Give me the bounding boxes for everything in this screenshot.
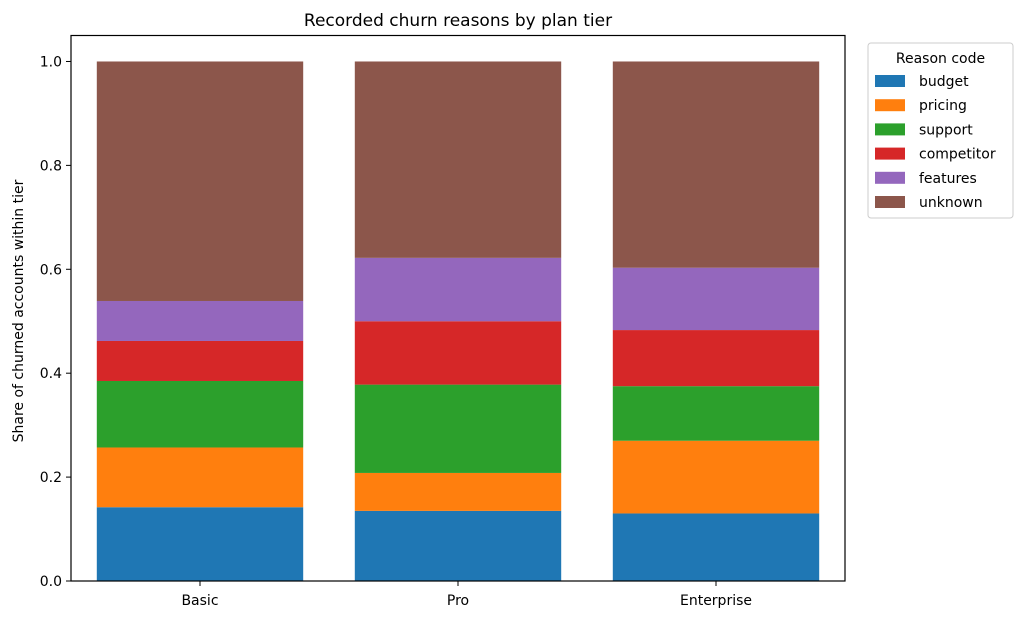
legend-swatch-features (875, 171, 905, 184)
bar-segment-basic-pricing (96, 447, 304, 508)
bar-segment-pro-support (354, 384, 562, 473)
bar-segment-enterprise-features (612, 267, 820, 331)
bar-segment-enterprise-budget (612, 513, 820, 581)
y-tick-label: 0.4 (40, 366, 62, 382)
legend-label-competitor: competitor (919, 147, 996, 163)
legend-label-unknown: unknown (919, 195, 983, 211)
legend-title: Reason code (896, 51, 985, 67)
bar-segment-enterprise-competitor (612, 330, 820, 387)
legend: Reason code budget pricing support competito… (867, 42, 1014, 219)
ticks-layer: Basic Pro Enterprise 0.0 0.2 0.4 0.6 0.8 1.0 (40, 54, 752, 609)
legend-label-budget: budget (919, 74, 969, 90)
bar-segment-pro-competitor (354, 321, 562, 385)
legend-label-features: features (919, 171, 977, 187)
legend-label-pricing: pricing (919, 98, 967, 114)
y-tick-label: 0.8 (40, 158, 62, 174)
bar-segment-pro-pricing (354, 472, 562, 511)
x-tick-label: Enterprise (680, 593, 752, 609)
bar-segment-pro-unknown (354, 61, 562, 258)
chart-title: Recorded churn reasons by plan tier (304, 11, 612, 31)
bar-segment-enterprise-unknown (612, 61, 820, 268)
bar-segment-enterprise-pricing (612, 440, 820, 514)
x-tick-label: Basic (181, 593, 218, 609)
bar-segment-basic-features (96, 300, 304, 341)
bar-segment-basic-support (96, 380, 304, 448)
legend-swatch-competitor (875, 147, 905, 160)
y-tick-label: 0.2 (40, 470, 62, 486)
legend-label-support: support (919, 122, 973, 138)
bar-segment-pro-budget (354, 510, 562, 581)
y-tick-label: 0.6 (40, 262, 62, 278)
x-tick-label: Pro (447, 593, 469, 609)
bar-segment-pro-features (354, 257, 562, 322)
legend-swatch-support (875, 123, 905, 136)
bar-segment-basic-budget (96, 507, 304, 581)
bar-segment-basic-unknown (96, 61, 304, 301)
y-tick-label: 1.0 (40, 54, 62, 70)
y-tick-label: 0.0 (40, 574, 62, 590)
y-axis-label: Share of churned accounts within tier (11, 179, 27, 442)
legend-swatch-unknown (875, 196, 905, 208)
bar-segment-basic-competitor (96, 340, 304, 381)
legend-swatch-budget (875, 75, 905, 87)
bars-layer (96, 61, 820, 581)
legend-swatch-pricing (875, 99, 905, 112)
bar-segment-enterprise-support (612, 386, 820, 441)
